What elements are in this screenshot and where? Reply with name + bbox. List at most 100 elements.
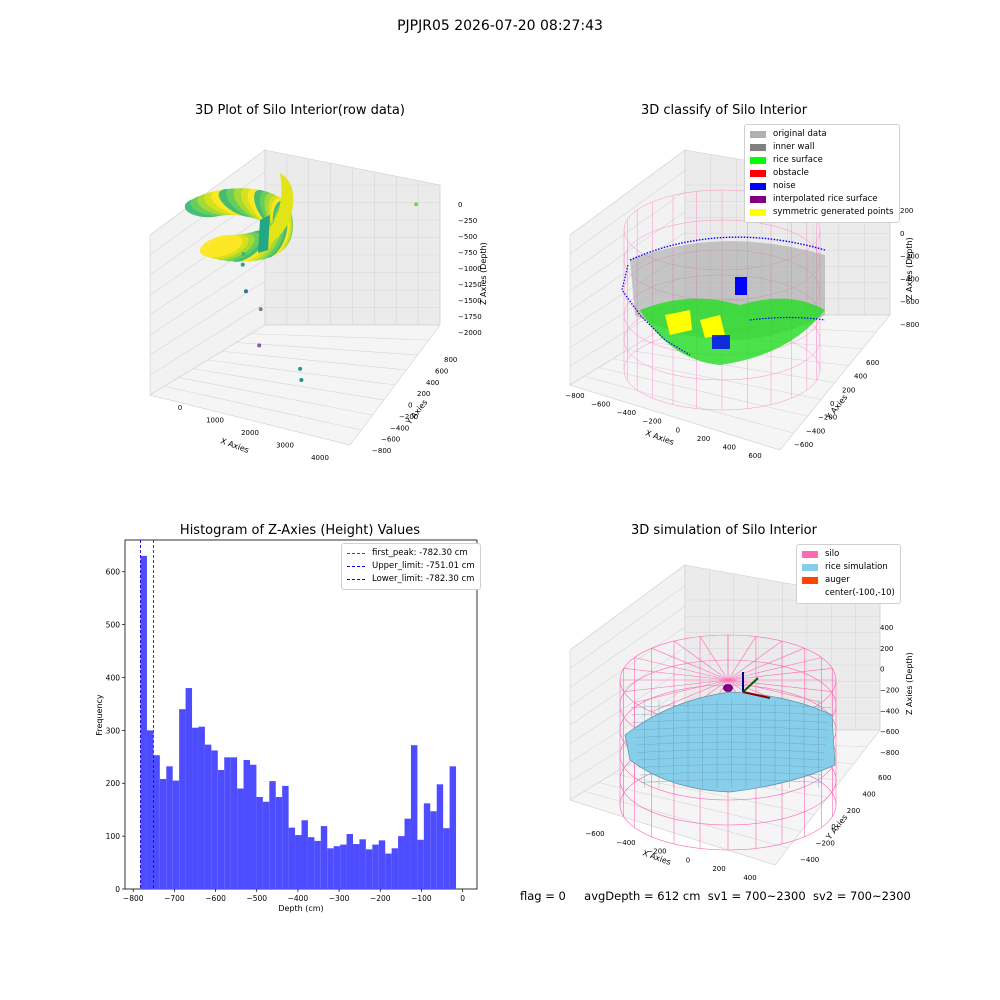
histogram-bar bbox=[262, 801, 270, 889]
y-tick-label: −200 bbox=[816, 840, 835, 848]
x-tick-label: 600 bbox=[748, 452, 761, 460]
x-tick-label: −300 bbox=[329, 894, 350, 903]
y-tick-label: 400 bbox=[426, 379, 439, 387]
legend-swatch bbox=[750, 131, 766, 138]
data-point bbox=[257, 343, 262, 348]
histogram-bar bbox=[423, 803, 431, 889]
histogram-bar bbox=[417, 839, 424, 889]
silo-line bbox=[651, 647, 729, 681]
histogram-bar bbox=[333, 846, 341, 889]
histogram-bar bbox=[153, 755, 160, 889]
histogram-legend: first_peak: -782.30 cm Upper_limit: -751… bbox=[341, 543, 481, 590]
legend-line bbox=[347, 579, 365, 580]
histogram-bar bbox=[436, 784, 444, 889]
x-tick-label: −200 bbox=[370, 894, 391, 903]
legend-swatch bbox=[802, 577, 818, 584]
sv1-text: sv1 = 700~2300 bbox=[707, 889, 806, 903]
z-tick-label: −1750 bbox=[458, 313, 482, 321]
auger-axis bbox=[742, 691, 771, 699]
mesh-line bbox=[633, 726, 829, 731]
data-point bbox=[258, 307, 263, 312]
histogram-bar bbox=[365, 849, 373, 889]
legend-item: Upper_limit: -751.01 cm bbox=[347, 560, 475, 573]
avg-depth-text: avgDepth = 612 cm bbox=[584, 889, 701, 903]
y-tick-label: 0 bbox=[115, 885, 120, 894]
data-point bbox=[241, 252, 246, 256]
y-tick-label: 0 bbox=[830, 400, 834, 408]
z-tick-label: 0 bbox=[458, 201, 462, 209]
mesh-line bbox=[632, 719, 830, 723]
noise-edge bbox=[629, 236, 826, 261]
legend-item: rice simulation bbox=[802, 561, 895, 574]
legend-item: symmetric generated points bbox=[750, 206, 894, 219]
histogram-chart: −800 −700 −600 −500 −400 −300 −200 −100 0 0 100 20… bbox=[95, 539, 478, 913]
histogram-bar bbox=[288, 827, 296, 889]
histogram-bar bbox=[211, 750, 218, 889]
histogram-bar bbox=[307, 837, 315, 889]
silo-line bbox=[623, 679, 729, 692]
y-tick-label: 300 bbox=[106, 726, 121, 735]
legend-swatch bbox=[750, 183, 766, 190]
y-tick-label: −400 bbox=[800, 856, 819, 864]
histogram-bar bbox=[327, 848, 334, 889]
histogram-bar bbox=[140, 555, 147, 889]
panel4-ylabel: Y Axies bbox=[824, 813, 850, 842]
silo-line bbox=[651, 679, 729, 713]
panel4-zlabel: Z Axies (Depth) bbox=[905, 652, 914, 715]
silo-line bbox=[699, 636, 729, 681]
x-tick-label: 400 bbox=[743, 874, 756, 880]
panel4-title: 3D simulation of Silo Interior bbox=[631, 523, 817, 538]
histogram-bar bbox=[430, 811, 437, 889]
x-tick-label: 0 bbox=[686, 856, 690, 864]
histogram-bar bbox=[166, 766, 173, 889]
x-tick-label: 400 bbox=[723, 443, 736, 451]
panel2-legend: original data inner wall rice surface ob… bbox=[744, 124, 900, 223]
legend-item: original data bbox=[750, 128, 894, 141]
x-tick-label: −200 bbox=[647, 848, 666, 856]
histogram-bar bbox=[243, 759, 250, 889]
surface-patch bbox=[199, 234, 243, 258]
z-tick-label: −600 bbox=[880, 728, 899, 736]
mesh-line bbox=[631, 711, 831, 716]
surface-patch bbox=[265, 173, 294, 245]
histogram-bar bbox=[230, 757, 238, 889]
legend-item: interpolated rice surface bbox=[750, 193, 894, 206]
panel4-legend: silo rice simulation auger center(-100,-… bbox=[796, 544, 901, 604]
histogram-bar bbox=[353, 844, 360, 889]
y-tick-label: 400 bbox=[862, 790, 875, 798]
silo-line bbox=[727, 647, 805, 681]
x-tick-label: 4000 bbox=[311, 454, 329, 462]
legend-item: center(-100,-10) bbox=[802, 587, 895, 600]
legend-swatch bbox=[750, 157, 766, 164]
z-tick-label: −750 bbox=[458, 249, 477, 257]
legend-item: obstacle bbox=[750, 167, 894, 180]
y-tick-label: −800 bbox=[372, 447, 391, 455]
y-tick-label: 0 bbox=[408, 402, 412, 410]
x-tick-label: −800 bbox=[123, 894, 144, 903]
z-tick-label: −2000 bbox=[458, 329, 482, 337]
y-tick-label: −600 bbox=[381, 436, 400, 444]
y-tick-label: 500 bbox=[106, 621, 121, 630]
histogram-bar bbox=[404, 818, 411, 889]
legend-swatch bbox=[802, 590, 818, 597]
legend-item: auger bbox=[802, 574, 895, 587]
silo-line bbox=[623, 668, 729, 681]
y-tick-label: 200 bbox=[417, 390, 430, 398]
histogram-bar bbox=[172, 780, 180, 889]
histogram-bar bbox=[320, 826, 328, 889]
y-tick-label: 200 bbox=[106, 779, 121, 788]
y-tick-label: 100 bbox=[106, 832, 121, 841]
silo-line bbox=[727, 668, 833, 681]
mesh-line bbox=[635, 741, 827, 746]
z-tick-label: 0 bbox=[900, 230, 904, 238]
x-tick-label: 0 bbox=[460, 894, 465, 903]
x-tick-label: −200 bbox=[643, 418, 662, 426]
panel2-zlabel: Z Axies (Depth) bbox=[905, 237, 914, 300]
legend-item: inner wall bbox=[750, 141, 894, 154]
y-tick-label: −200 bbox=[818, 414, 837, 422]
y-tick-label: 0 bbox=[831, 823, 835, 831]
y-tick-label: 600 bbox=[878, 774, 891, 782]
x-tick-label: 2000 bbox=[241, 429, 259, 437]
histogram-bar bbox=[295, 835, 302, 889]
histogram-bar bbox=[301, 820, 308, 889]
